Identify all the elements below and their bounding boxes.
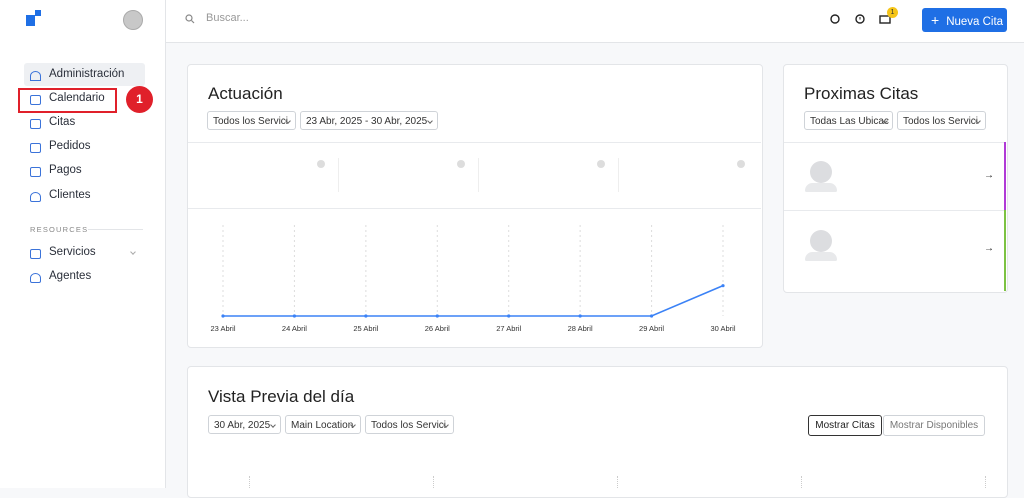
menu-icon <box>30 167 41 177</box>
divider <box>784 142 1006 143</box>
menu-icon <box>30 119 41 129</box>
stat-value-row <box>628 159 632 180</box>
menu-item[interactable]: Administración <box>49 68 125 80</box>
menu-icon <box>30 71 41 81</box>
highlight-box <box>18 88 117 113</box>
x-tick-label: 29 Abril <box>639 324 664 333</box>
search-icon <box>185 14 195 24</box>
menu-icon <box>30 192 41 202</box>
data-point <box>649 314 654 318</box>
screen: Buscar... 1 + Nueva Cita Administración C… <box>0 0 1024 488</box>
menu-icon <box>30 95 41 105</box>
x-tick-label: 28 Abril <box>568 324 593 333</box>
notification-badge: 1 <box>887 7 898 18</box>
info-icon[interactable] <box>737 160 745 168</box>
status-bar <box>1004 142 1006 210</box>
avatar-placeholder <box>805 183 837 192</box>
hour-line <box>985 476 986 488</box>
filter[interactable]: 23 Abr, 2025 - 30 Abr, 2025 <box>300 111 438 130</box>
avatar-placeholder <box>810 230 832 252</box>
menu-item[interactable]: Calendario <box>49 92 105 104</box>
filter[interactable]: Main Location <box>285 415 361 434</box>
hour-line <box>617 476 618 488</box>
filter[interactable]: Todos los Servici <box>365 415 454 434</box>
x-tick-label: 24 Abril <box>282 324 307 333</box>
stat-value-row <box>488 159 492 180</box>
menu-icon <box>30 273 41 283</box>
menu-item[interactable]: Agentes <box>49 270 92 282</box>
x-tick-label: 30 Abril <box>710 324 735 333</box>
toggle-button[interactable]: Mostrar Citas <box>808 415 882 436</box>
x-tick-label: 25 Abril <box>353 324 378 333</box>
callout-badge: 1 <box>126 86 153 113</box>
section-label: RESOURCES <box>30 225 89 234</box>
button-label: Nueva Cita <box>946 16 1004 28</box>
filter[interactable]: Todas Las Ubicac <box>804 111 893 130</box>
arrow: → <box>984 243 994 254</box>
top-icons[interactable] <box>829 13 899 29</box>
card-title: Vista Previa del día <box>208 387 355 406</box>
menu-item[interactable]: Pedidos <box>49 140 91 152</box>
logo <box>26 10 41 26</box>
stat-value-row <box>208 159 212 180</box>
divider <box>188 142 761 143</box>
info-icon[interactable] <box>317 160 325 168</box>
avatar-placeholder <box>805 252 837 261</box>
menu-icon <box>30 249 41 259</box>
menu-item[interactable]: Pagos <box>49 164 82 176</box>
hour-line <box>249 476 250 488</box>
info-icon[interactable] <box>597 160 605 168</box>
x-tick-label: 26 Abril <box>425 324 450 333</box>
line-series <box>223 284 724 317</box>
data-point <box>221 314 225 318</box>
filter[interactable]: Todos los Servici <box>897 111 986 130</box>
search-input[interactable]: Buscar... <box>206 12 249 24</box>
status-bar <box>1004 210 1006 291</box>
card-title: Proximas Citas <box>804 84 919 103</box>
divider <box>188 208 761 209</box>
data-point <box>292 314 297 318</box>
data-point <box>435 314 439 318</box>
menu-icon <box>30 143 41 153</box>
avatar[interactable] <box>123 10 143 30</box>
divider <box>618 158 619 192</box>
active-item-bg <box>24 63 145 86</box>
data-point <box>507 314 511 318</box>
hour-line <box>433 476 434 488</box>
filter[interactable]: 30 Abr, 2025 <box>208 415 281 434</box>
divider <box>338 158 339 192</box>
topbar <box>166 0 1024 43</box>
menu-item[interactable]: Citas <box>49 116 76 128</box>
divider <box>478 158 479 192</box>
stat-value-row <box>348 159 352 180</box>
new-appointment-button[interactable]: + Nueva Cita <box>922 8 1007 32</box>
card-title: Actuación <box>208 84 283 103</box>
data-point <box>364 314 368 318</box>
x-tick-label: 27 Abril <box>496 324 521 333</box>
hour-line <box>801 476 802 488</box>
toggle-button[interactable]: Mostrar Disponibles <box>883 415 985 436</box>
divider <box>784 210 1006 211</box>
arrow: → <box>984 170 994 181</box>
performance-chart: 23 Abril 24 Abril 25 Abril 26 Abril 27 Abril… <box>210 225 736 333</box>
menu-item[interactable]: Servicios <box>49 246 96 258</box>
filter[interactable]: Todos los Servici <box>207 111 296 130</box>
data-point <box>721 284 725 288</box>
page: Dashboard {"topbar": {"search_placeholde… <box>0 0 1024 488</box>
info-icon[interactable] <box>457 160 465 168</box>
data-point <box>578 314 582 318</box>
menu-item[interactable]: Clientes <box>49 189 91 201</box>
avatar-placeholder <box>810 161 832 183</box>
divider <box>88 229 143 230</box>
x-tick-label: 23 Abril <box>210 324 235 333</box>
